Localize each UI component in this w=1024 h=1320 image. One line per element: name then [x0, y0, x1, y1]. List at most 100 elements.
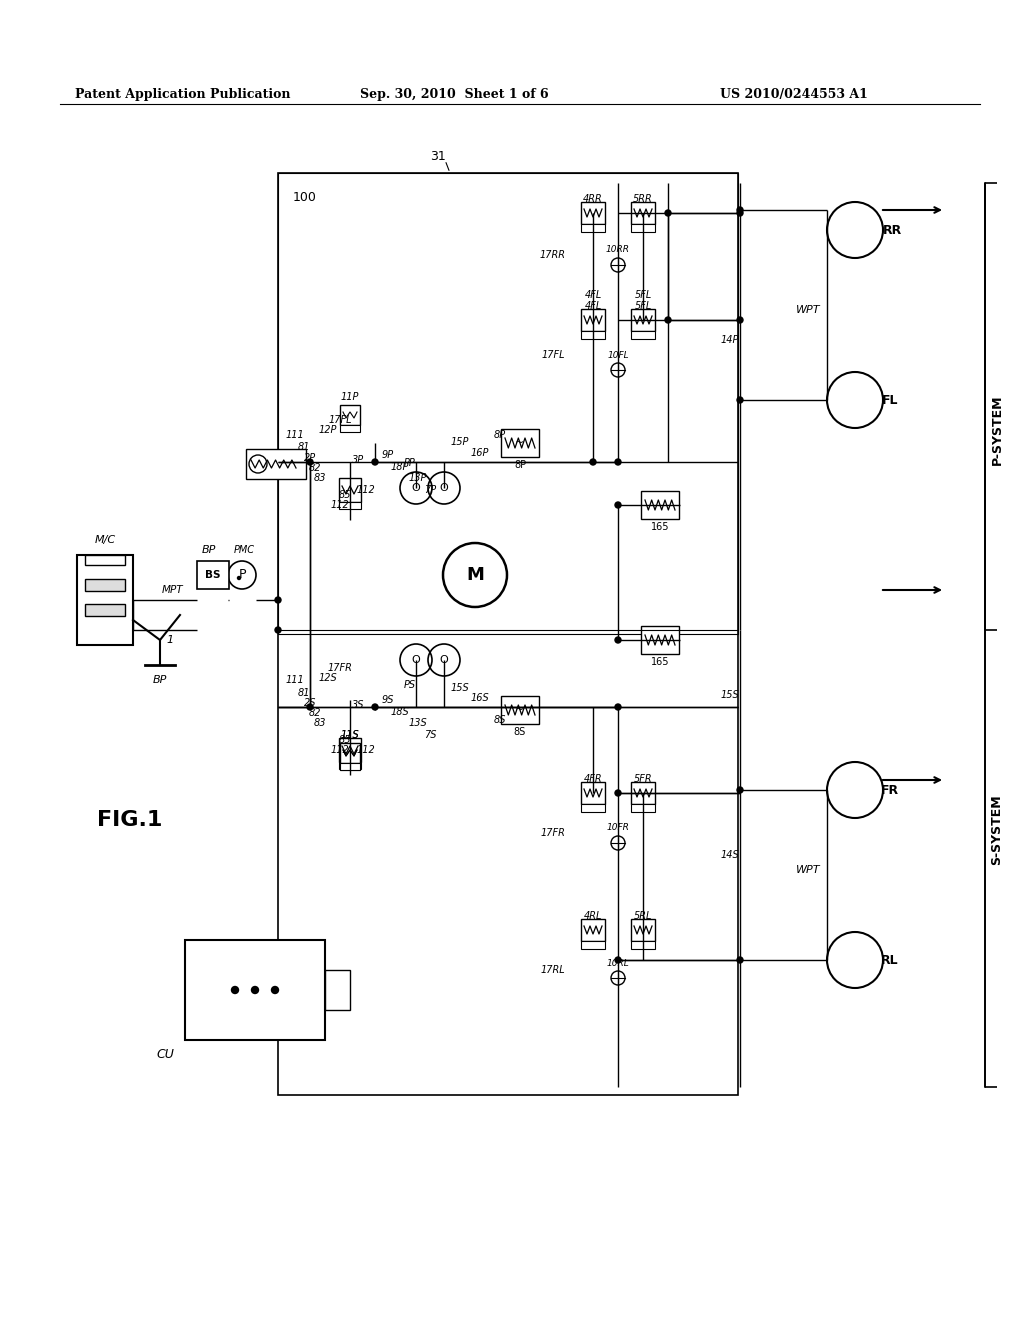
- Text: 10FL: 10FL: [607, 351, 629, 359]
- Bar: [340, 425, 360, 432]
- Text: Sep. 30, 2010  Sheet 1 of 6: Sep. 30, 2010 Sheet 1 of 6: [360, 88, 549, 102]
- Text: 10FR: 10FR: [606, 824, 630, 833]
- Text: 111: 111: [286, 675, 304, 685]
- Circle shape: [275, 627, 281, 634]
- Text: 10RR: 10RR: [606, 246, 630, 255]
- Bar: [581, 309, 605, 331]
- Bar: [339, 738, 361, 762]
- Bar: [339, 762, 361, 770]
- Text: O: O: [439, 655, 449, 665]
- Circle shape: [737, 787, 743, 793]
- Bar: [631, 804, 655, 812]
- Text: 1: 1: [167, 635, 173, 645]
- Text: 165: 165: [650, 657, 670, 667]
- Bar: [631, 202, 655, 224]
- Text: ~: ~: [515, 438, 524, 447]
- Text: 83: 83: [313, 473, 327, 483]
- Circle shape: [615, 459, 621, 465]
- Text: 112: 112: [356, 744, 376, 755]
- Text: US 2010/0244553 A1: US 2010/0244553 A1: [720, 88, 868, 102]
- Text: 4RR: 4RR: [583, 194, 603, 205]
- Text: BP: BP: [202, 545, 216, 554]
- Text: RL: RL: [882, 953, 899, 966]
- Bar: [325, 970, 350, 1010]
- Text: BS: BS: [205, 570, 221, 579]
- Text: WPT: WPT: [796, 305, 820, 315]
- Text: 13S: 13S: [409, 718, 427, 729]
- Text: PMC: PMC: [233, 545, 255, 554]
- Circle shape: [615, 502, 621, 508]
- Text: 112: 112: [331, 500, 349, 510]
- Bar: [581, 202, 605, 224]
- Text: 18S: 18S: [390, 708, 410, 717]
- Text: 9P: 9P: [382, 450, 394, 459]
- Circle shape: [238, 577, 241, 579]
- Text: M: M: [466, 566, 484, 583]
- Circle shape: [271, 986, 279, 994]
- Circle shape: [737, 210, 743, 216]
- Text: O: O: [412, 655, 421, 665]
- Text: 5RL: 5RL: [634, 911, 652, 921]
- Circle shape: [737, 317, 743, 323]
- Text: S-SYSTEM: S-SYSTEM: [990, 795, 1004, 866]
- Bar: [641, 491, 679, 519]
- Text: 8S: 8S: [514, 727, 526, 737]
- Bar: [631, 331, 655, 339]
- Circle shape: [372, 459, 378, 465]
- Text: 11P: 11P: [341, 392, 359, 403]
- Text: P-SYSTEM: P-SYSTEM: [990, 395, 1004, 465]
- Text: 5FL: 5FL: [635, 301, 651, 312]
- Bar: [197, 561, 229, 589]
- Bar: [85, 605, 125, 616]
- Circle shape: [615, 704, 621, 710]
- Text: 14S: 14S: [721, 850, 739, 861]
- Bar: [278, 173, 738, 634]
- Text: 11S: 11S: [341, 730, 359, 741]
- Circle shape: [615, 789, 621, 796]
- Bar: [501, 429, 539, 457]
- Text: 2P: 2P: [304, 453, 316, 463]
- Bar: [340, 743, 360, 763]
- Bar: [581, 331, 605, 339]
- Text: 85: 85: [339, 735, 351, 744]
- Bar: [340, 743, 360, 763]
- Text: 4FL: 4FL: [585, 301, 602, 312]
- Text: FIG.1: FIG.1: [97, 810, 163, 830]
- Text: 8P: 8P: [494, 430, 506, 440]
- Text: RR: RR: [884, 223, 902, 236]
- Text: Patent Application Publication: Patent Application Publication: [75, 88, 291, 102]
- Text: 11S: 11S: [341, 730, 359, 741]
- Circle shape: [231, 986, 239, 994]
- Text: 7S: 7S: [424, 730, 436, 741]
- Text: 13P: 13P: [409, 473, 427, 483]
- Text: 83: 83: [313, 718, 327, 729]
- Text: 10RL: 10RL: [606, 958, 630, 968]
- Text: 17FR: 17FR: [541, 828, 565, 838]
- Circle shape: [252, 986, 258, 994]
- Text: 3S: 3S: [352, 700, 365, 710]
- Text: 15S: 15S: [451, 682, 469, 693]
- Text: CU: CU: [156, 1048, 174, 1061]
- Circle shape: [665, 210, 671, 216]
- Text: 2S: 2S: [304, 698, 316, 708]
- Circle shape: [307, 704, 313, 710]
- Bar: [631, 309, 655, 331]
- Bar: [631, 781, 655, 804]
- Text: 5FL: 5FL: [635, 290, 651, 300]
- Text: 17FR: 17FR: [328, 663, 352, 673]
- Text: 12S: 12S: [318, 673, 337, 682]
- Bar: [339, 478, 361, 502]
- Bar: [581, 941, 605, 949]
- Bar: [581, 224, 605, 232]
- Text: MPT: MPT: [162, 585, 184, 595]
- Text: 17RL: 17RL: [541, 965, 565, 975]
- Text: BP: BP: [153, 675, 167, 685]
- Text: WPT: WPT: [796, 865, 820, 875]
- Circle shape: [615, 957, 621, 964]
- Circle shape: [615, 638, 621, 643]
- Bar: [85, 579, 125, 591]
- Bar: [340, 405, 360, 425]
- Bar: [185, 940, 325, 1040]
- Bar: [339, 502, 361, 510]
- Text: 112: 112: [331, 744, 349, 755]
